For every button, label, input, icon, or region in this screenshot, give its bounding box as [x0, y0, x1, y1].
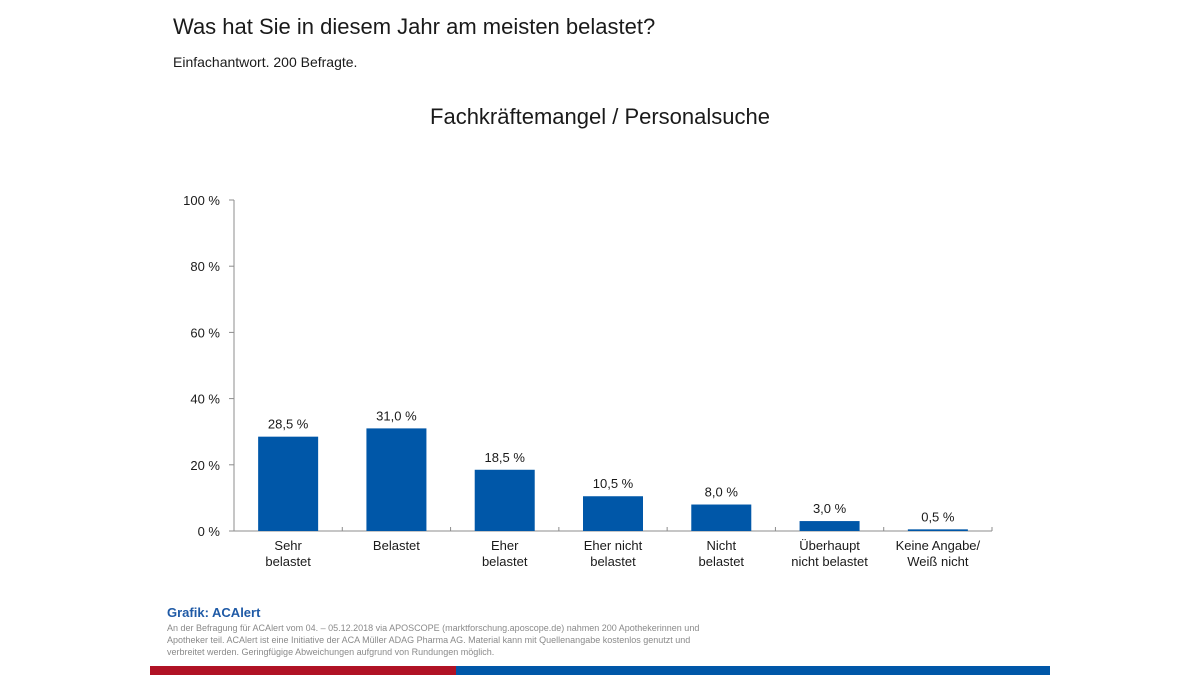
bar — [583, 496, 643, 531]
page-subtitle: Einfachantwort. 200 Befragte. — [173, 54, 358, 70]
category-label-line: Sehr — [274, 538, 302, 553]
y-tick-label: 60 % — [190, 325, 220, 340]
data-label: 3,0 % — [813, 501, 847, 516]
category-label: Überhaupt nicht belastet — [791, 538, 868, 569]
footer-stripe-blue — [456, 666, 1050, 675]
bar — [799, 521, 860, 531]
y-axis: 0 % 20 % 40 % 60 % 80 % 100 % — [183, 193, 235, 539]
category-label: Keine Angabe/Weiß nicht — [896, 538, 981, 569]
bar — [258, 436, 319, 531]
bar — [474, 469, 535, 531]
category-label-line: belastet — [699, 554, 745, 569]
category-label-line: belastet — [482, 554, 528, 569]
category-label: Eher nicht belastet — [584, 538, 643, 569]
y-tick-label: 0 % — [198, 524, 221, 539]
y-tick-label: 100 % — [183, 193, 220, 208]
category-label-line: Weiß nicht — [907, 554, 969, 569]
data-labels: 28,5 % 31,0 % 18,5 % 10,5 % 8,0 % 3,0 % 0,5 % — [268, 408, 955, 524]
footer-stripe-red — [150, 666, 456, 675]
category-label: Nicht belastet — [699, 538, 745, 569]
y-tick-label: 40 % — [190, 392, 220, 407]
y-tick-label: 20 % — [190, 458, 220, 473]
category-label-line: Eher — [491, 538, 519, 553]
page-title: Was hat Sie in diesem Jahr am meisten be… — [173, 14, 656, 39]
category-label-line: Überhaupt — [799, 538, 860, 553]
data-label: 8,0 % — [705, 485, 739, 500]
y-tick-label: 80 % — [190, 259, 220, 274]
data-label: 10,5 % — [593, 476, 634, 491]
category-label-line: belastet — [265, 554, 311, 569]
category-label-line: Eher nicht — [584, 538, 643, 553]
source-title: Grafik: ACAlert — [167, 605, 261, 620]
source-text: An der Befragung für ACAlert vom 04. – 0… — [167, 623, 700, 657]
data-label: 28,5 % — [268, 417, 309, 432]
data-label: 18,5 % — [484, 450, 525, 465]
category-label-line: Nicht — [706, 538, 736, 553]
category-label-line: Belastet — [373, 538, 420, 553]
category-label-line: Keine Angabe/ — [896, 538, 981, 553]
category-label-line: belastet — [590, 554, 636, 569]
bar — [907, 529, 968, 531]
data-label: 31,0 % — [376, 408, 417, 423]
bar — [691, 504, 752, 531]
category-label: Sehr belastet — [265, 538, 311, 569]
category-label: Belastet — [373, 538, 420, 553]
bar — [366, 428, 427, 531]
category-label: Eher belastet — [482, 538, 528, 569]
category-label-line: nicht belastet — [791, 554, 868, 569]
chart-title: Fachkräftemangel / Personalsuche — [430, 104, 770, 129]
bars — [258, 428, 968, 531]
data-label: 0,5 % — [921, 509, 955, 524]
